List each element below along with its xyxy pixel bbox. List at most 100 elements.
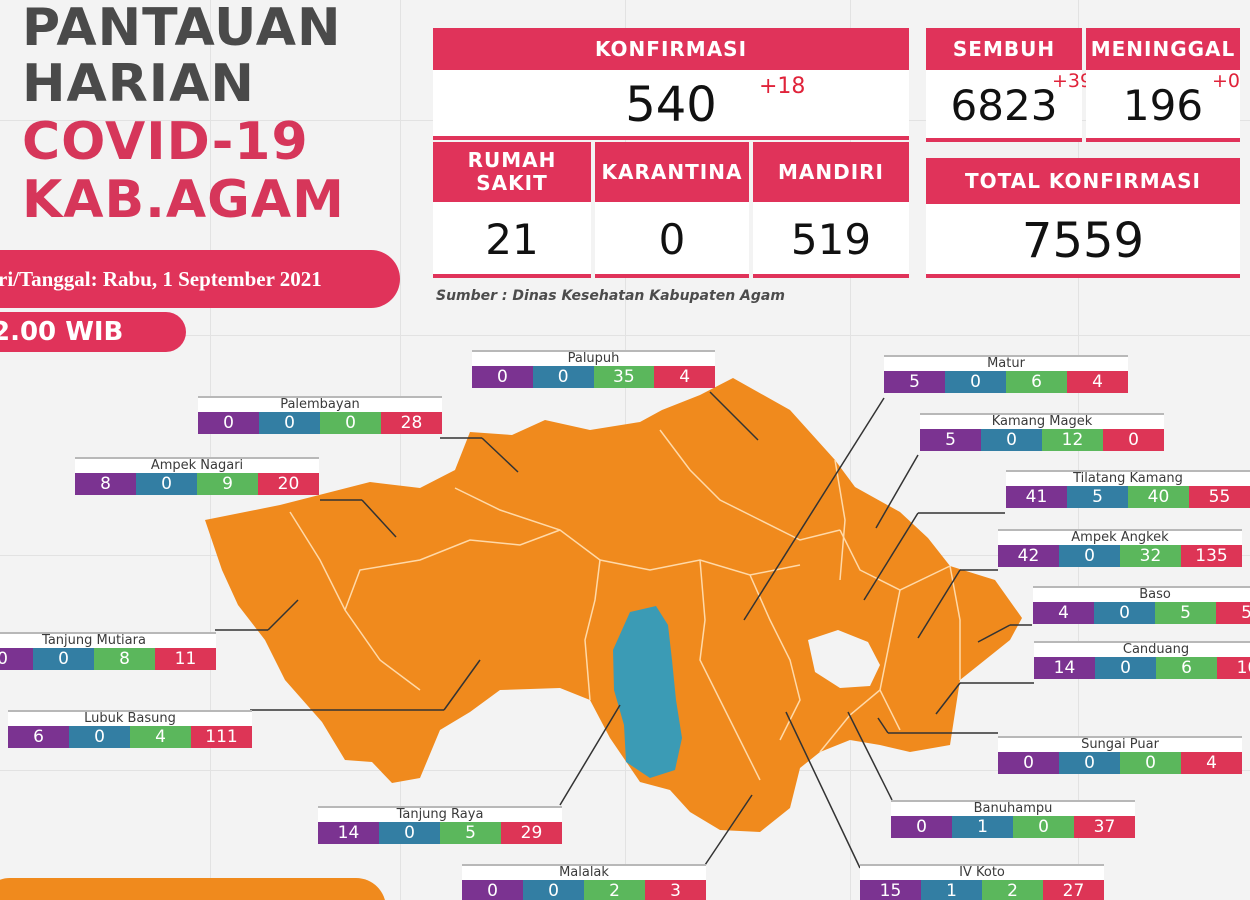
- district-value: 41: [1006, 486, 1067, 508]
- district-name: Canduang: [1034, 641, 1250, 657]
- district-value: 2: [982, 880, 1043, 900]
- stat-sembuh-value: 6823: [926, 70, 1082, 138]
- district-value: 9: [197, 473, 258, 495]
- district-value: 0: [198, 412, 259, 434]
- district-palembayan: Palembayan 0 0 0 28: [198, 396, 442, 434]
- district-value: 0: [1059, 545, 1120, 567]
- district-value: 6: [1156, 657, 1217, 679]
- map-hole: [808, 630, 880, 688]
- district-value: 12: [1042, 429, 1103, 451]
- stat-total-value: 7559: [926, 204, 1240, 274]
- district-value: 55: [1189, 486, 1250, 508]
- district-value: 0: [136, 473, 197, 495]
- district-value: 8: [94, 648, 155, 670]
- district-name: Matur: [884, 355, 1128, 371]
- district-value: 11: [155, 648, 216, 670]
- district-value: 5: [1216, 602, 1250, 624]
- district-value: 0: [1059, 752, 1120, 774]
- stat-konfirmasi-delta: +18: [759, 74, 806, 99]
- district-value: 32: [1120, 545, 1181, 567]
- district-value: 0: [33, 648, 94, 670]
- district-iv-koto: IV Koto 15 1 2 27: [860, 864, 1104, 900]
- district-ampek-nagari: Ampek Nagari 8 0 9 20: [75, 457, 319, 495]
- district-value: 0: [1013, 816, 1074, 838]
- district-value: 5: [920, 429, 981, 451]
- title-line-2: HARIAN: [22, 54, 255, 114]
- district-value: 28: [381, 412, 442, 434]
- district-value: 14: [318, 822, 379, 844]
- district-value: 4: [130, 726, 191, 748]
- district-value: 111: [191, 726, 252, 748]
- district-value: 0: [1103, 429, 1164, 451]
- district-value: 5: [884, 371, 945, 393]
- district-value: 35: [593, 366, 655, 388]
- stat-rumah-sakit-label-2: SAKIT: [476, 171, 548, 195]
- district-value: 0: [945, 371, 1006, 393]
- district-name: Tanjung Mutiara: [0, 632, 216, 648]
- district-value: 0: [379, 822, 440, 844]
- time-banner: 2.00 WIB: [0, 312, 186, 352]
- district-value: 37: [1074, 816, 1135, 838]
- district-name: IV Koto: [860, 864, 1104, 880]
- bottom-banner: [0, 878, 386, 900]
- district-name: Ampek Angkek: [998, 529, 1242, 545]
- district-value: 0: [981, 429, 1042, 451]
- stat-sembuh-label: SEMBUH: [926, 28, 1082, 70]
- district-value: 5: [1155, 602, 1216, 624]
- stat-meninggal-label: MENINGGAL: [1086, 28, 1240, 70]
- district-value: 0: [462, 880, 523, 900]
- stat-rumah-sakit: RUMAH SAKIT 21: [433, 142, 591, 278]
- district-value: 1: [921, 880, 982, 900]
- district-value: 3: [645, 880, 706, 900]
- stat-meninggal-delta: +0: [1212, 70, 1241, 92]
- district-name: Banuhampu: [891, 800, 1135, 816]
- district-banuhampu: Banuhampu 0 1 0 37: [891, 800, 1135, 838]
- district-value: 1: [952, 816, 1013, 838]
- stat-sembuh: SEMBUH 6823 +39: [926, 28, 1092, 142]
- district-value: 0: [891, 816, 952, 838]
- lake-maninjau: [613, 606, 682, 778]
- stat-rumah-sakit-value: 21: [433, 202, 591, 274]
- district-value: 14: [1034, 657, 1095, 679]
- stat-meninggal-value: 196: [1086, 70, 1240, 138]
- district-value: 15: [860, 880, 921, 900]
- district-value: 40: [1128, 486, 1189, 508]
- district-name: Sungai Puar: [998, 736, 1242, 752]
- district-tilatang-kamang: Tilatang Kamang 41 5 40 55: [1006, 470, 1250, 508]
- district-value: 135: [1181, 545, 1242, 567]
- stat-konfirmasi: KONFIRMASI 540 +18: [433, 28, 909, 140]
- district-canduang: Canduang 140610: [1034, 641, 1250, 679]
- district-tanjung-raya: Tanjung Raya 14 0 5 29: [318, 806, 562, 844]
- district-value: 0: [259, 412, 320, 434]
- district-value: 0: [1095, 657, 1156, 679]
- district-name: Lubuk Basung: [8, 710, 252, 726]
- district-value: 4: [1033, 602, 1094, 624]
- district-value: 6: [8, 726, 69, 748]
- district-value: 10: [1217, 657, 1250, 679]
- district-palupuh: Palupuh 0 0 35 4: [472, 350, 715, 388]
- district-value: 0: [320, 412, 381, 434]
- district-value: 0: [0, 648, 33, 670]
- stat-konfirmasi-value: 540: [433, 70, 909, 136]
- district-value: 0: [998, 752, 1059, 774]
- district-name: Palupuh: [472, 350, 715, 366]
- district-name: Ampek Nagari: [75, 457, 319, 473]
- district-value: 0: [1120, 752, 1181, 774]
- district-value: 20: [258, 473, 319, 495]
- district-value: 5: [1067, 486, 1128, 508]
- district-value: 6: [1006, 371, 1067, 393]
- stat-total-konfirmasi: TOTAL KONFIRMASI 7559: [926, 158, 1240, 278]
- title-line-4: KAB.AGAM: [22, 170, 345, 230]
- district-name: Malalak: [462, 864, 706, 880]
- district-value: 0: [69, 726, 130, 748]
- stat-mandiri-value: 519: [753, 202, 909, 274]
- district-lubuk-basung: Lubuk Basung 6 0 4 111: [8, 710, 252, 748]
- district-value: 4: [1181, 752, 1242, 774]
- title-line-1: PANTAUAN: [22, 0, 342, 58]
- district-value: 5: [440, 822, 501, 844]
- district-value: 29: [501, 822, 562, 844]
- date-banner: ri/Tanggal: Rabu, 1 September 2021: [0, 250, 400, 308]
